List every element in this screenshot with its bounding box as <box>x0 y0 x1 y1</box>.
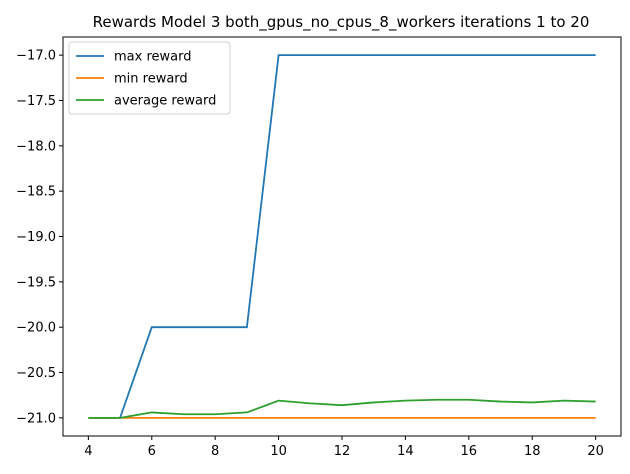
plot-area <box>88 54 596 419</box>
x-tick-label: 18 <box>524 444 541 459</box>
x-tick-label: 6 <box>148 444 156 459</box>
legend-label-2: average reward <box>114 94 216 109</box>
y-tick-label: −18.5 <box>16 185 56 200</box>
y-tick-label: −20.0 <box>16 321 56 336</box>
y-tick-label: −21.0 <box>16 411 56 426</box>
legend: max reward min reward average reward <box>68 41 231 115</box>
x-tick-label: 10 <box>270 444 287 459</box>
y-tick-label: −18.0 <box>16 139 56 154</box>
y-tick-label: −20.5 <box>16 366 56 381</box>
x-tick-label: 8 <box>211 444 219 459</box>
x-tick-label: 4 <box>84 444 92 459</box>
legend-label-0: max reward <box>114 50 191 65</box>
legend-label-1: min reward <box>114 72 188 87</box>
chart-title: Rewards Model 3 both_gpus_no_cpus_8_work… <box>93 13 590 32</box>
y-tick-label: −17.0 <box>16 49 56 64</box>
y-tick-label: −17.5 <box>16 94 56 109</box>
x-tick-label: 20 <box>587 444 604 459</box>
x-tick-label: 16 <box>461 444 478 459</box>
legend-box <box>68 41 231 115</box>
axes: 4 6 8 10 12 14 16 18 20 −21.0 −20.5 −20.0 −19.5 −19.0… <box>16 36 622 459</box>
y-tick-label: −19.5 <box>16 275 56 290</box>
series-line-0 <box>88 54 596 419</box>
y-tick-label: −19.0 <box>16 230 56 245</box>
x-tick-label: 12 <box>334 444 351 459</box>
x-tick-label: 14 <box>397 444 414 459</box>
series-line-2 <box>88 398 596 419</box>
